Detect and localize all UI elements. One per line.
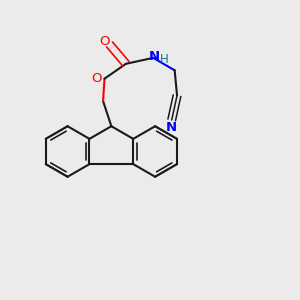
Text: O: O <box>100 35 110 48</box>
Text: O: O <box>92 72 102 85</box>
Text: N: N <box>166 121 177 134</box>
Text: H: H <box>160 53 168 66</box>
Text: N: N <box>148 50 159 63</box>
